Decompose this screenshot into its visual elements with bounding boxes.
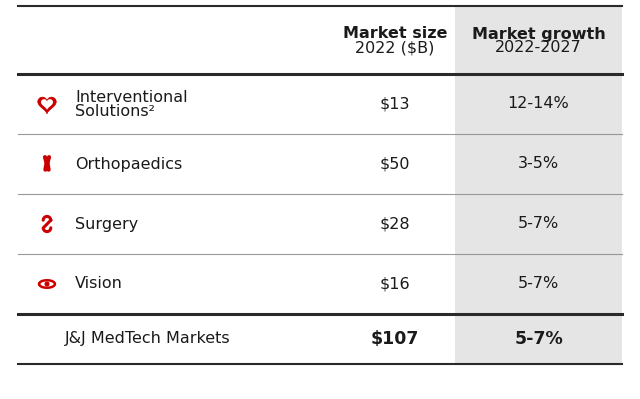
Text: $107: $107	[371, 330, 419, 348]
Text: Vision: Vision	[75, 277, 123, 292]
Text: 2022-2027: 2022-2027	[495, 41, 582, 55]
Text: Interventional: Interventional	[75, 89, 188, 105]
Circle shape	[50, 219, 52, 221]
Text: 3-5%: 3-5%	[518, 156, 559, 172]
Circle shape	[45, 162, 48, 164]
Circle shape	[45, 282, 49, 286]
Text: Market size: Market size	[343, 26, 447, 41]
Text: J&J MedTech Markets: J&J MedTech Markets	[65, 332, 230, 346]
Text: Market growth: Market growth	[472, 26, 605, 41]
Text: 5-7%: 5-7%	[518, 277, 559, 292]
Text: 5-7%: 5-7%	[514, 330, 563, 348]
Text: $28: $28	[380, 217, 410, 231]
Bar	[455, 6, 622, 364]
Text: Orthopaedics: Orthopaedics	[75, 156, 182, 172]
Text: Surgery: Surgery	[75, 217, 138, 231]
Text: Solutions²: Solutions²	[75, 105, 155, 119]
PathPatch shape	[41, 99, 53, 110]
Text: $13: $13	[380, 97, 410, 111]
Text: 5-7%: 5-7%	[518, 217, 559, 231]
Text: 12-14%: 12-14%	[508, 97, 570, 111]
Circle shape	[46, 162, 49, 164]
Text: 2022 ($B): 2022 ($B)	[355, 41, 435, 55]
PathPatch shape	[38, 97, 56, 114]
Text: $16: $16	[380, 277, 410, 292]
Text: $50: $50	[380, 156, 410, 172]
